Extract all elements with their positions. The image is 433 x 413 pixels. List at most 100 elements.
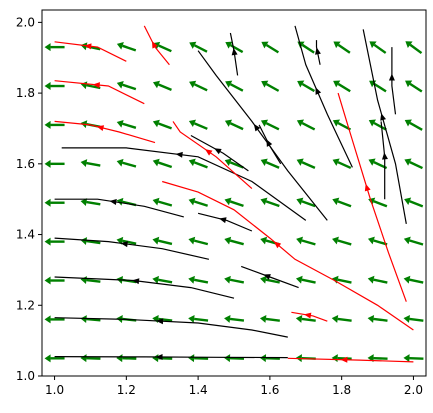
quiver-arrow-shaft (373, 43, 387, 54)
quiver-arrow-head (80, 354, 87, 363)
quiver-arrow (44, 43, 65, 52)
quiver-arrow-shaft (373, 121, 387, 131)
quiver-arrow (260, 158, 280, 169)
quiver-arrow-head (189, 80, 197, 88)
streamline (54, 120, 156, 144)
quiver-arrow (332, 197, 352, 208)
streamline-path (380, 121, 386, 200)
quiver-arrow-head (44, 43, 51, 52)
streamline-arrow (263, 274, 271, 280)
quiver-arrow-shaft (337, 278, 352, 284)
quiver-arrow-head (80, 276, 87, 285)
quiver-arrow-head (260, 197, 268, 206)
quiver-arrow-head (332, 197, 340, 206)
quiver-arrow-shaft (193, 200, 209, 207)
quiver-arrow (116, 354, 137, 363)
quiver-arrow-shaft (265, 161, 280, 169)
streamline (388, 47, 397, 115)
quiver-arrow (224, 314, 245, 323)
quiver-arrow-shaft (229, 122, 244, 131)
quiver-arrow (333, 41, 351, 54)
quiver-arrow (80, 237, 101, 245)
streamline-arrow (151, 41, 158, 49)
quiver-arrow-head (331, 314, 339, 323)
quiver-arrow-shaft (193, 239, 209, 246)
streamline-path (54, 317, 288, 338)
quiver-arrow-shaft (122, 44, 137, 52)
quiver-arrow (44, 159, 65, 168)
quiver-arrow-shaft (193, 122, 208, 130)
quiver-arrow (331, 314, 352, 323)
streamline-arrow (96, 125, 105, 132)
quiver-arrow (369, 80, 387, 93)
quiver-arrow (80, 159, 101, 168)
quiver-arrow-head (80, 198, 88, 207)
quiver-arrow-shaft (193, 161, 208, 169)
quiver-arrow-head (224, 275, 231, 284)
streamline-path (54, 276, 235, 299)
streamline-path (391, 47, 397, 115)
quiver-arrow (189, 80, 208, 92)
streamline-path (315, 40, 321, 65)
quiver-arrow-head (224, 236, 232, 245)
quiver-arrow (152, 119, 173, 130)
quiver-arrow (333, 80, 351, 93)
quiver-arrow-head (333, 80, 341, 88)
quiver-arrow-shaft (301, 239, 316, 246)
quiver-arrow-shaft (86, 200, 101, 206)
streamline-path (61, 147, 307, 221)
quiver-arrow (80, 198, 101, 207)
quiver-arrow (44, 82, 65, 91)
quiver-arrow-head (261, 80, 269, 88)
quiver-arrow-shaft (409, 317, 424, 322)
quiver-arrow-head (296, 158, 304, 166)
quiver-arrow (260, 119, 280, 131)
quiver-arrow (44, 198, 65, 207)
quiver-arrow-head (44, 198, 51, 207)
streamline (54, 198, 184, 218)
streamline-arrow (175, 151, 183, 158)
quiver-arrow-shaft (158, 200, 173, 207)
quiver-arrow-head (260, 236, 268, 245)
streamline-path (54, 237, 210, 260)
quiver-arrow (80, 276, 101, 285)
quiver-arrow (295, 275, 316, 284)
quiver-arrow (188, 119, 208, 130)
quiver-arrow-head (295, 314, 303, 323)
quiver-arrow-head (297, 80, 305, 88)
quiver-arrow-shaft (122, 239, 137, 245)
quiver-arrow-shaft (337, 200, 352, 208)
quiver-arrow (404, 158, 423, 170)
quiver-arrow-head (44, 315, 51, 324)
streamline (362, 29, 407, 225)
quiver-arrow-shaft (122, 83, 137, 91)
quiver-arrow (116, 80, 137, 91)
quiver-arrow-head (403, 275, 411, 284)
streamline (287, 356, 414, 363)
quiver-arrow (224, 119, 244, 131)
quiver-arrow (296, 119, 316, 131)
quiver-arrow-head (188, 236, 196, 245)
quiver-arrow-shaft (265, 278, 280, 284)
quiver-arrow-head (80, 159, 88, 168)
quiver-arrow-shaft (86, 84, 101, 90)
quiver-arrow-head (405, 41, 413, 48)
quiver-arrow-head (116, 119, 124, 128)
quiver-arrow-shaft (194, 44, 208, 53)
quiver-arrow (224, 197, 244, 208)
quiver-arrow (116, 158, 137, 168)
streamline-arrow (340, 356, 348, 363)
quiver-arrow (405, 41, 423, 55)
quiver-arrow-head (332, 158, 340, 166)
quiver-arrow-head (80, 81, 88, 90)
streamline (315, 40, 321, 65)
quiver-arrow-shaft (229, 278, 245, 284)
streamline-arrow (109, 199, 117, 205)
streamline-arrow (231, 48, 238, 56)
quiver-arrow-head (259, 354, 267, 363)
quiver-arrow-head (332, 119, 341, 127)
quiver-arrow (296, 236, 316, 246)
quiver-arrow-shaft (265, 44, 280, 54)
x-tick-label: 1.0 (45, 383, 64, 397)
quiver-arrow (224, 354, 245, 363)
